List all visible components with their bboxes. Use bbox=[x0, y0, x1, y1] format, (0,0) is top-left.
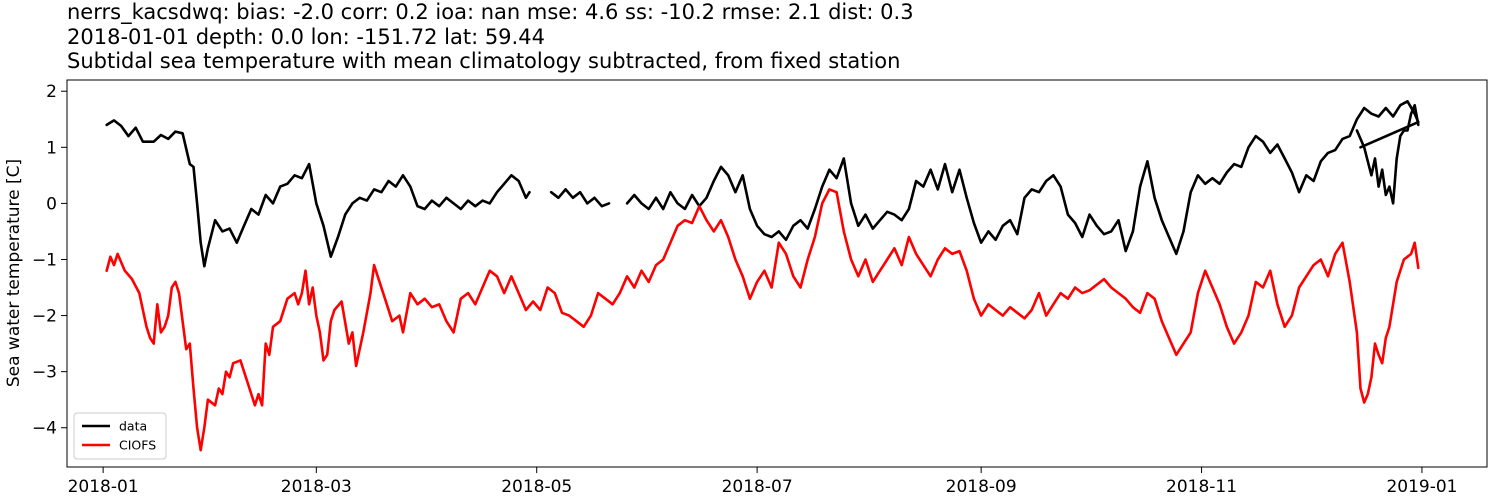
chart-title-block: nerrs_kacsdwq: bias: -2.0 corr: 0.2 ioa:… bbox=[67, 0, 1487, 74]
legend-label-data: data bbox=[119, 419, 147, 434]
x-tick-label: 2018-05 bbox=[501, 477, 572, 497]
legend: data CIOFS bbox=[73, 412, 167, 460]
legend-label-ciofs: CIOFS bbox=[119, 438, 156, 453]
y-tick-label: −2 bbox=[32, 307, 57, 327]
y-axis: −4 −3 −2 −1 0 1 2 bbox=[32, 82, 67, 439]
series-line-data-segment-4 bbox=[1355, 103, 1420, 205]
chart-title-line-2: 2018-01-01 depth: 0.0 lon: -151.72 lat: … bbox=[67, 24, 545, 49]
legend-box bbox=[73, 412, 167, 460]
chart-title-line-1: nerrs_kacsdwq: bias: -2.0 corr: 0.2 ioa:… bbox=[67, 0, 914, 24]
y-tick-label: 0 bbox=[46, 194, 57, 214]
y-tick-label: −1 bbox=[32, 250, 57, 270]
x-tick-label: 2018-07 bbox=[722, 477, 793, 497]
y-tick-label: 1 bbox=[46, 138, 57, 158]
series-line-data-segment-1 bbox=[105, 119, 531, 268]
y-tick-label: 2 bbox=[46, 82, 57, 102]
x-tick-label: 2018-11 bbox=[1166, 477, 1237, 497]
y-axis-label: Sea water temperature [C] bbox=[4, 159, 24, 387]
series-line-data-segment-3 bbox=[625, 100, 1420, 256]
series-line-ciofs-segment-1 bbox=[105, 188, 1420, 452]
series-layer bbox=[105, 100, 1420, 452]
y-tick-label: −3 bbox=[32, 363, 57, 383]
plot-frame bbox=[66, 79, 1488, 468]
chart-title-line-3: Subtidal sea temperature with mean clima… bbox=[67, 49, 901, 73]
y-tick-label: −4 bbox=[32, 419, 57, 439]
x-tick-label: 2018-09 bbox=[946, 477, 1017, 497]
x-tick-label: 2018-03 bbox=[281, 477, 352, 497]
x-axis: 2018-01 2018-03 2018-05 2018-07 2018-09 2018-… bbox=[68, 467, 1457, 497]
series-line-data-segment-2 bbox=[549, 188, 611, 208]
x-tick-label: 2018-01 bbox=[68, 477, 139, 497]
x-tick-label: 2019-01 bbox=[1386, 477, 1457, 497]
